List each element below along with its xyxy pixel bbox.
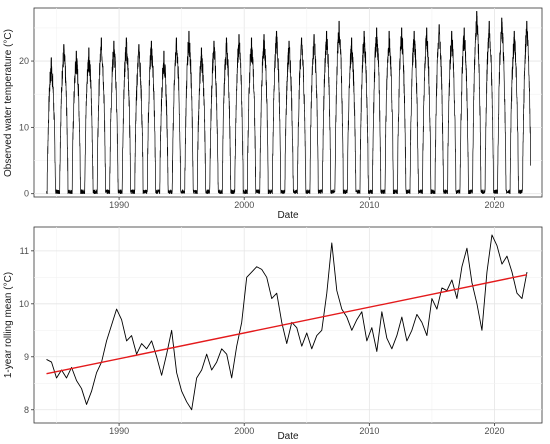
temperature-gridlines <box>34 8 542 197</box>
rolling-mean-y-axis-title: 1-year rolling mean (°C) <box>3 272 14 378</box>
rolling-mean-x-tick-label: 2010 <box>359 426 379 436</box>
temperature-series <box>46 10 531 195</box>
temperature-x-tick-label: 2020 <box>484 200 504 210</box>
temperature-x-tick-label: 2000 <box>234 200 254 210</box>
rolling-mean-x-tick-label: 2000 <box>234 426 254 436</box>
trend-line <box>46 273 528 375</box>
rolling-mean-y-tick-label: 11 <box>20 246 29 256</box>
temperature-plot-frame <box>33 7 543 198</box>
water-temperature-line <box>46 10 531 195</box>
temperature-y-tick-label: 10 <box>19 122 29 132</box>
temperature-x-tick-label: 1990 <box>109 200 129 210</box>
rolling-mean-x-ticks: 1990 2000 2010 2020 <box>109 423 504 436</box>
rolling-mean-y-tick-label: 10 <box>19 299 29 309</box>
rolling-mean-plot-frame <box>33 226 543 424</box>
temperature-panel: 0 10 20 1990 2000 2010 2020 Date Observed wat… <box>3 7 543 221</box>
temperature-y-tick-label: 0 <box>24 189 29 199</box>
rolling-mean-y-tick-label: 8 <box>24 405 29 415</box>
temperature-y-tick-label: 20 <box>19 56 29 66</box>
rolling-mean-y-ticks: 8 9 10 11 <box>19 246 34 415</box>
temperature-y-ticks: 0 10 20 <box>19 56 34 199</box>
rolling-mean-panel: 8 9 10 11 1990 2000 2010 2020 Date 1-year roll… <box>3 226 543 442</box>
temperature-x-axis-title: Date <box>277 210 299 221</box>
rolling-mean-gridlines <box>34 227 542 423</box>
rolling-mean-series <box>46 234 528 411</box>
temperature-x-ticks: 1990 2000 2010 2020 <box>109 197 504 210</box>
temperature-x-tick-label: 2010 <box>359 200 379 210</box>
rolling-mean-x-tick-label: 1990 <box>109 426 129 436</box>
temperature-y-axis-title: Observed water temperature (°C) <box>3 29 14 177</box>
rolling-mean-x-axis-title: Date <box>277 431 299 442</box>
rolling-mean-y-tick-label: 9 <box>24 352 29 362</box>
rolling-mean-x-tick-label: 2020 <box>484 426 504 436</box>
